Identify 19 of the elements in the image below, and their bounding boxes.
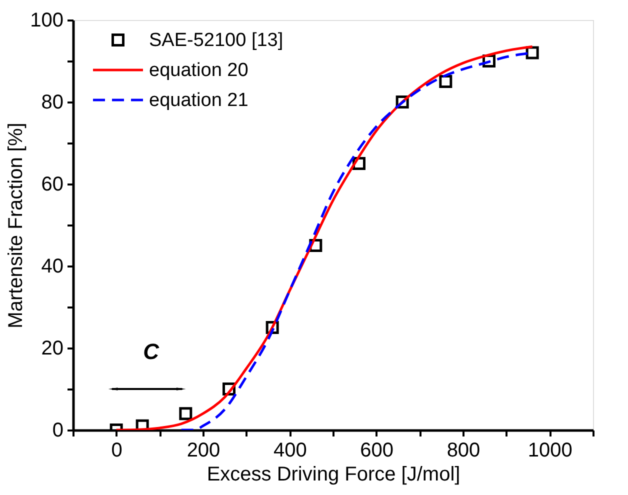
x-tick-label: 1000: [528, 440, 572, 462]
annotation: C: [143, 339, 160, 364]
legend-label: equation 20: [149, 60, 248, 81]
x-tick-label: 200: [186, 440, 220, 462]
point: [179, 407, 192, 420]
legend-label: SAE-52100 [13]: [149, 30, 284, 51]
y-tick-label: 0: [52, 420, 64, 442]
y-tick-label: 40: [41, 256, 64, 278]
x-tick-label: 800: [446, 440, 480, 462]
y-tick-label: 60: [41, 174, 64, 196]
x-tick-label: 0: [111, 440, 122, 462]
y-axis-title: Martensite Fraction [%]: [5, 122, 28, 328]
x-tick-label: 600: [360, 440, 394, 462]
y-tick-label: 80: [41, 92, 64, 114]
legend-label: equation 21: [149, 90, 248, 111]
x-tick-label: 400: [273, 440, 307, 462]
y-tick-label: 100: [30, 10, 64, 32]
x-axis-title: Excess Driving Force [J/mol]: [206, 464, 460, 486]
y-tick-label: 20: [41, 338, 64, 360]
